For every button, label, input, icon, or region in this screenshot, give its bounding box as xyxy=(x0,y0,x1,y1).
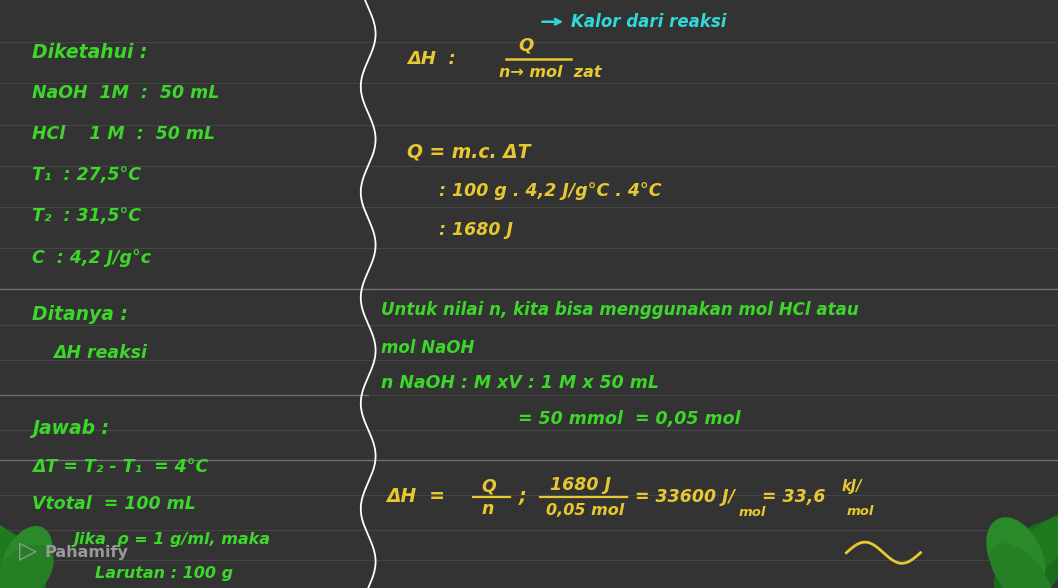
Text: C  : 4,2 J/g°c: C : 4,2 J/g°c xyxy=(32,249,150,266)
Text: = 50 mmol  = 0,05 mol: = 50 mmol = 0,05 mol xyxy=(518,410,741,427)
Text: Kalor dari reaksi: Kalor dari reaksi xyxy=(571,13,727,31)
Text: T₁  : 27,5°C: T₁ : 27,5°C xyxy=(32,166,141,184)
Polygon shape xyxy=(1,527,52,588)
Text: NaOH  1M  :  50 mL: NaOH 1M : 50 mL xyxy=(32,84,219,102)
Text: = 33600 J/: = 33600 J/ xyxy=(635,488,735,506)
Polygon shape xyxy=(987,518,1044,588)
Text: mol: mol xyxy=(846,505,874,518)
Polygon shape xyxy=(1009,514,1058,579)
Text: Q: Q xyxy=(518,37,533,55)
Text: : 1680 J: : 1680 J xyxy=(439,222,513,239)
Text: 1680 J: 1680 J xyxy=(550,476,612,494)
Polygon shape xyxy=(990,544,1052,588)
Text: n NaOH : M xV : 1 M x 50 mL: n NaOH : M xV : 1 M x 50 mL xyxy=(381,375,659,392)
Polygon shape xyxy=(0,546,53,588)
Text: mol: mol xyxy=(738,506,766,519)
Text: 0,05 mol: 0,05 mol xyxy=(546,503,624,518)
Polygon shape xyxy=(995,522,1058,588)
Text: Pahamify: Pahamify xyxy=(44,545,128,560)
Text: Diketahui :: Diketahui : xyxy=(32,44,147,62)
Text: ΔT = T₂ - T₁  = 4°C: ΔT = T₂ - T₁ = 4°C xyxy=(32,459,208,476)
Text: ;: ; xyxy=(518,487,526,506)
Text: Q = m.c. ΔT: Q = m.c. ΔT xyxy=(407,142,531,161)
Text: ΔH  :: ΔH : xyxy=(407,50,456,68)
Text: Q: Q xyxy=(481,478,496,496)
Text: Larutan : 100 g: Larutan : 100 g xyxy=(95,566,234,581)
Text: Untuk nilai n, kita bisa menggunakan mol HCl atau: Untuk nilai n, kita bisa menggunakan mol… xyxy=(381,302,859,319)
Text: : 100 g . 4,2 J/g°C . 4°C: : 100 g . 4,2 J/g°C . 4°C xyxy=(439,182,661,200)
Text: n: n xyxy=(481,500,494,517)
Text: ΔH reaksi: ΔH reaksi xyxy=(53,344,147,362)
Text: kJ/: kJ/ xyxy=(841,479,861,494)
Text: Ditanya :: Ditanya : xyxy=(32,305,128,324)
Text: T₂  : 31,5°C: T₂ : 31,5°C xyxy=(32,208,141,225)
Polygon shape xyxy=(0,527,45,588)
Text: mol NaOH: mol NaOH xyxy=(381,339,474,357)
Text: ΔH  =: ΔH = xyxy=(386,487,445,506)
Text: ▷: ▷ xyxy=(19,540,37,563)
Text: Jika  ρ = 1 g/ml, maka: Jika ρ = 1 g/ml, maka xyxy=(74,532,271,547)
Polygon shape xyxy=(0,520,35,579)
Text: = 33,6: = 33,6 xyxy=(762,488,825,506)
Text: Jawab :: Jawab : xyxy=(32,419,109,437)
Text: n→ mol  zat: n→ mol zat xyxy=(499,65,602,81)
Text: Vtotal  = 100 mL: Vtotal = 100 mL xyxy=(32,495,196,513)
Text: HCl    1 M  :  50 mL: HCl 1 M : 50 mL xyxy=(32,125,215,143)
